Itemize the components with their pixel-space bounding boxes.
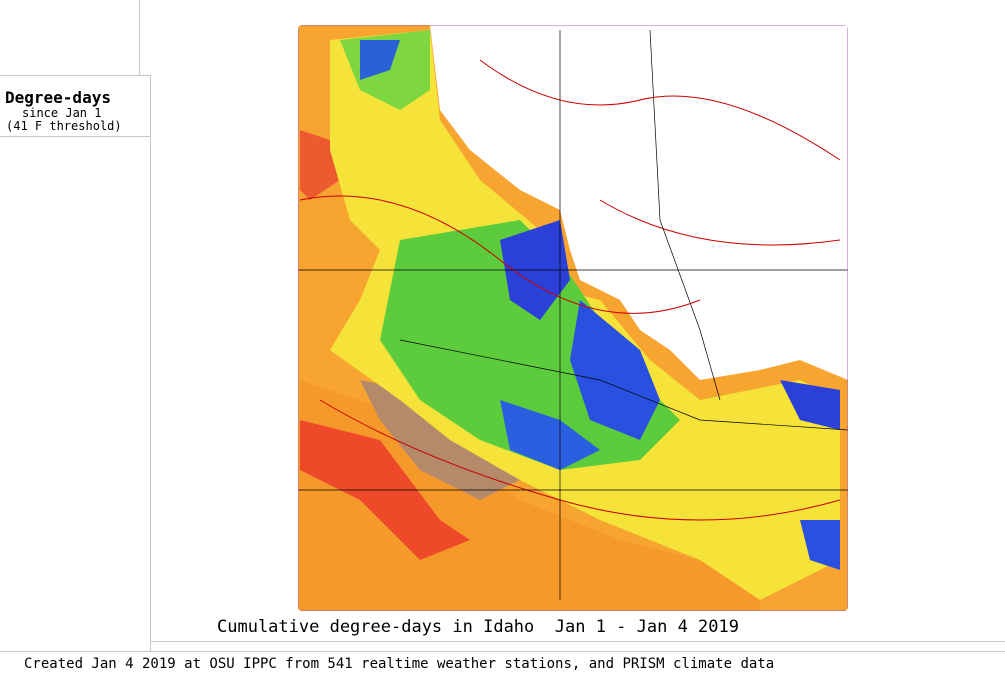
legend-subtitle: since Jan 1 xyxy=(22,106,102,120)
map-title: Cumulative degree-days in Idaho Jan 1 - … xyxy=(217,617,739,637)
panel-rule xyxy=(0,651,1005,652)
footer-credit: Created Jan 4 2019 at OSU IPPC from 541 … xyxy=(24,656,775,672)
panel-rule xyxy=(139,0,140,75)
legend-threshold: (41 F threshold) xyxy=(6,119,122,133)
panel-rule xyxy=(150,75,151,651)
legend-title: Degree-days xyxy=(5,88,111,107)
panel-rule xyxy=(150,641,1005,642)
panel-rule xyxy=(0,136,150,137)
terrain xyxy=(298,25,848,611)
panel-rule xyxy=(0,75,150,76)
